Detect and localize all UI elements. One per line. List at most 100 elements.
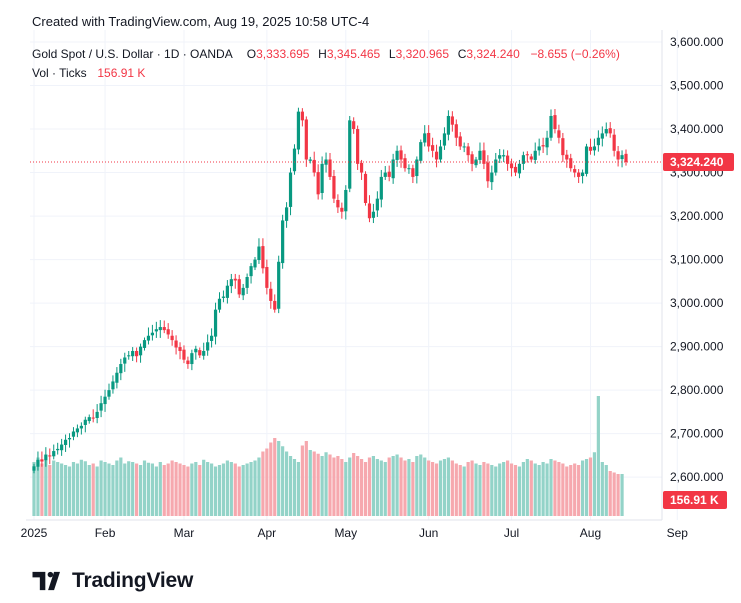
candle-body [513,166,518,173]
candle-body [87,417,91,422]
volume-bar [296,462,301,516]
candle-body [348,120,352,189]
volume-bar [348,457,352,516]
candle-body [210,335,214,341]
volume-bar [608,471,612,516]
volume-bar [450,460,454,516]
volume-bar [513,465,518,516]
volume-bar [490,465,494,516]
volume-bar [304,441,308,516]
candle-body [553,115,557,130]
volume-bar [123,463,127,516]
volume-bar [423,457,427,516]
volume-bar [44,459,48,516]
last-volume-label: 156.91 K [670,493,719,507]
volume-label[interactable]: Vol · Ticks [32,66,87,80]
volume-bar [557,462,561,516]
volume-bar [577,465,581,516]
volume-bar [395,454,399,516]
candle-body [261,246,265,269]
candle-body [158,327,162,331]
y-tick-label: 3,500.000 [670,79,724,93]
volume-bar [87,465,91,516]
candle-body [604,129,608,134]
volume-bar [63,465,68,516]
candle-body [170,335,174,341]
volume-bar [67,466,72,516]
volume-bar [174,462,178,516]
volume-bar [138,465,143,516]
volume-bar [529,460,533,516]
candle-body [265,266,269,288]
candle-body [127,355,131,357]
volume-bar [36,457,40,516]
candle-body [340,207,344,212]
candle-body [217,298,222,310]
candle-body [123,357,127,364]
candle-body [363,173,368,204]
x-tick-label: Apr [258,526,277,540]
volume-bar [48,465,52,516]
candle-body [48,455,52,457]
y-tick-label: 2,700.000 [670,427,724,441]
volume-bar [281,446,285,516]
volume-bar [111,465,115,516]
x-tick-label: Sep [667,526,689,540]
volume-bar [107,463,111,516]
candle-body [391,159,395,179]
volume-bar [356,456,360,516]
candle-body [407,168,411,170]
candle-body [83,419,87,425]
volume-bar [194,462,198,516]
volume-bar [103,462,107,516]
candle-body [415,159,419,177]
candle-body [142,340,147,348]
candle-body [379,176,383,200]
candle-body [40,459,44,462]
candle-body [356,129,360,164]
volume-bar [292,459,297,516]
volume-bar [616,474,620,516]
x-tick-label: May [334,526,357,540]
volume-bar [573,463,577,516]
candle-body [91,417,95,419]
volume-bar [119,457,123,516]
candle-body [111,381,115,390]
price-chart[interactable]: 2,600.000 2,700.000 2,800.000 2,900.000 3,00… [0,30,741,550]
volume-bar [178,463,182,516]
symbol-title[interactable]: Gold Spot / U.S. Dollar · 1D · OANDA [32,47,233,61]
candle-body [174,340,178,348]
candle-body [577,172,581,177]
candle-body [36,459,40,467]
candle-body [383,172,387,177]
candle-body [458,136,462,147]
candle-body [541,145,545,147]
volume-bar [202,459,206,516]
volume-bar [328,454,332,516]
candle-body [182,349,186,360]
candle-body [166,329,170,335]
volume-bar [99,460,103,516]
volume-bar [549,459,553,516]
candle-body [502,155,506,157]
chart-canvas[interactable]: 2,600.000 2,700.000 2,800.000 2,900.000 3,00… [0,30,741,550]
volume-bar [245,463,249,516]
volume-bar [32,462,36,516]
volume-bar [154,466,158,516]
open-label: O [246,47,257,61]
volume-bar [284,451,289,516]
candle-body [494,159,498,173]
volume-bar [71,462,76,516]
candle-body [257,246,261,261]
volume-value: 156.91 K [97,66,146,80]
volume-bar [336,456,340,516]
candle-body [371,211,376,218]
candle-body [241,287,245,296]
volume-bar [427,460,431,516]
candle-body [135,350,139,357]
candle-body [32,466,36,471]
volume-bar [604,465,608,516]
volume-bar [158,462,162,516]
y-tick-label: 2,900.000 [670,340,724,354]
candle-body [213,309,218,337]
